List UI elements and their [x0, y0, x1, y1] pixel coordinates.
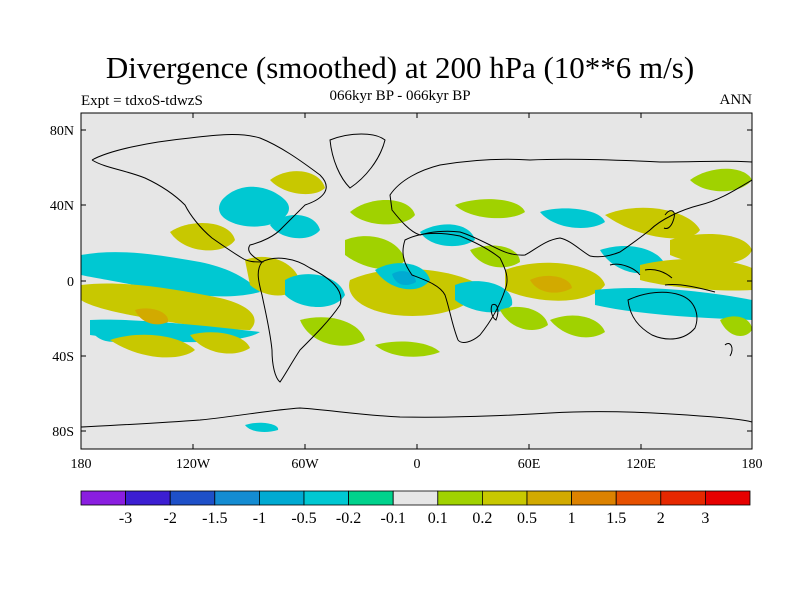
- colorbar-label: 2: [657, 510, 665, 527]
- season-label: ANN: [719, 92, 753, 108]
- lat-label: 80N: [50, 124, 74, 139]
- coastlines: [81, 133, 752, 428]
- negative-region: [270, 214, 320, 239]
- lat-label: 40N: [50, 199, 74, 214]
- lon-label: 60W: [291, 457, 319, 472]
- strong-positive-region: [135, 308, 169, 325]
- lon-label: 60E: [518, 457, 541, 472]
- lon-label: 120E: [626, 457, 656, 472]
- strong-negative-region: [392, 271, 416, 286]
- colorbar-swatch: [392, 490, 439, 506]
- colorbar-swatch: [303, 490, 349, 506]
- negative-region: [245, 422, 279, 433]
- colorbar-swatch: [258, 490, 305, 506]
- colorbar-swatch: [125, 490, 171, 506]
- positive-region: [375, 341, 440, 357]
- positive-region: [640, 258, 752, 291]
- lon-label: 0: [414, 457, 421, 472]
- colorbar-swatch: [437, 490, 483, 506]
- lon-label: 180: [742, 457, 763, 472]
- positive-region: [110, 334, 195, 358]
- negative-region: [219, 186, 289, 227]
- colorbar-swatch: [80, 490, 126, 506]
- positive-region: [190, 332, 250, 354]
- colorbar-swatch: [214, 490, 260, 506]
- negative-region: [455, 281, 513, 313]
- lon-ticks: [80, 113, 753, 449]
- positive-region: [300, 317, 365, 346]
- positive-region: [720, 316, 752, 336]
- colorbar-label: -1.5: [202, 510, 227, 527]
- positive-region: [550, 315, 605, 338]
- lat-label: 0: [67, 275, 74, 290]
- colorbar-swatch: [169, 490, 216, 506]
- map-subtitle: 066kyr BP - 066kyr BP: [329, 88, 471, 104]
- colorbar-swatch: [526, 490, 572, 506]
- colorbar-label: 1: [568, 510, 576, 527]
- negative-region: [420, 224, 475, 247]
- colorbar-swatch: [571, 490, 617, 506]
- colorbar-label: 0.2: [472, 510, 492, 527]
- colorbar-label: -2: [164, 510, 177, 527]
- divergence-field: [81, 168, 752, 433]
- colorbar-label: 0.1: [428, 510, 448, 527]
- positive-region: [670, 234, 752, 265]
- colorbar-label: 1.5: [606, 510, 626, 527]
- positive-region: [270, 171, 325, 195]
- positive-region: [81, 283, 255, 330]
- colorbar-swatch: [705, 490, 751, 506]
- colorbar-label: -0.5: [291, 510, 316, 527]
- negative-region: [81, 252, 260, 297]
- positive-region: [500, 306, 548, 330]
- colorbar-label: -0.2: [336, 510, 361, 527]
- experiment-label: Expt = tdxoS-tdwzS: [81, 93, 203, 109]
- colorbar-swatch: [481, 490, 528, 506]
- colorbar-label: -3: [119, 510, 132, 527]
- positive-region: [455, 199, 525, 219]
- map-title: Divergence (smoothed) at 200 hPa (10**6 …: [105, 50, 695, 85]
- colorbar-label: -0.1: [381, 510, 406, 527]
- positive-region: [170, 222, 235, 251]
- lat-label: 40S: [52, 350, 74, 365]
- lat-label: 80S: [52, 425, 74, 440]
- colorbar-swatch: [348, 490, 394, 506]
- positive-region: [470, 245, 520, 268]
- positive-region: [345, 236, 405, 270]
- colorbar-label: -1: [253, 510, 266, 527]
- colorbar-label: 0.5: [517, 510, 537, 527]
- strong-positive-region: [530, 275, 572, 293]
- negative-region: [540, 208, 605, 228]
- negative-region: [595, 288, 752, 320]
- colorbar: -3 -2 -1.5 -1 -0.5 -0.2 -0.1 0.1 0.2 0.5 1 1.5 2 3: [80, 490, 751, 527]
- lat-ticks: [81, 129, 752, 432]
- positive-region: [605, 207, 700, 239]
- negative-region: [285, 274, 345, 308]
- lon-label: 180: [71, 457, 92, 472]
- negative-region: [90, 323, 126, 342]
- lon-label: 120W: [176, 457, 211, 472]
- colorbar-swatch: [660, 490, 706, 506]
- colorbar-swatch: [615, 490, 662, 506]
- positive-region: [690, 168, 752, 192]
- colorbar-label: 3: [701, 510, 709, 527]
